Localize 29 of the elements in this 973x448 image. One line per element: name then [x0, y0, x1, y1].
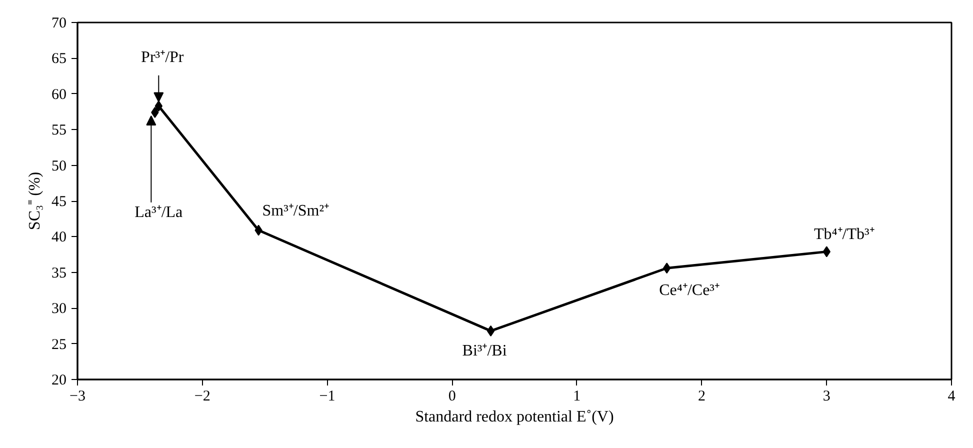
- x-tick-label: −3: [70, 388, 86, 404]
- point: [486, 325, 495, 336]
- y-tick-label: 65: [52, 51, 66, 68]
- annotation: Bi³⁺/Bi: [462, 342, 508, 360]
- point: [662, 262, 671, 274]
- x-axis-title: Standard redox potential E˚(V): [415, 408, 614, 426]
- x-tick-label: 2: [698, 388, 706, 404]
- annotation: Ce⁴⁺/Ce³⁺: [659, 282, 720, 299]
- y-tick-label: 20: [52, 372, 66, 388]
- x-tick-label: −2: [194, 388, 210, 404]
- annotation: Sm³⁺/Sm²⁺: [262, 202, 330, 220]
- y-tick-label: 55: [52, 122, 66, 139]
- y-tick-label: 60: [52, 86, 66, 103]
- y-tick-label: 25: [52, 336, 66, 353]
- x-tick-label: −1: [319, 388, 336, 404]
- x-tick-label: 0: [448, 388, 456, 404]
- y-tick-label: 45: [52, 194, 66, 210]
- x-tick-label: 4: [948, 388, 956, 404]
- y-tick-label: 35: [52, 265, 66, 282]
- y-tick-label: 50: [52, 158, 66, 174]
- y-tick-label: 40: [52, 230, 66, 246]
- x-tick-label: 1: [573, 388, 581, 404]
- x-tick-label: 3: [822, 388, 830, 404]
- y-tick-label: 30: [52, 301, 66, 318]
- y-tick-label: 70: [52, 16, 66, 32]
- annotation: Pr³⁺/Pr: [141, 48, 184, 66]
- annotation: La³⁺/La: [134, 204, 183, 221]
- y-axis-title: SC₃⁼ (%): [26, 172, 44, 230]
- annotation: Tb⁴⁺/Tb³⁺: [814, 226, 874, 244]
